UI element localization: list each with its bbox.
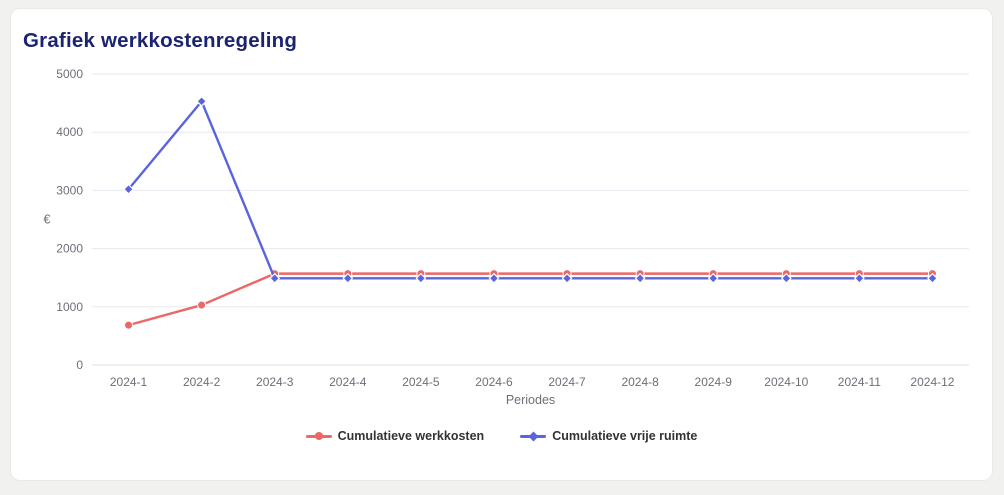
x-tick-label: 2024-1 <box>110 375 148 389</box>
x-tick-label: 2024-11 <box>838 375 881 389</box>
x-tick-label: 2024-4 <box>329 375 367 389</box>
data-point <box>634 272 646 284</box>
y-tick-label: 3000 <box>56 183 83 197</box>
data-point <box>124 320 134 330</box>
y-tick-label: 2000 <box>56 242 83 256</box>
chart-legend: Cumulatieve werkkosten Cumulatieve vrije… <box>11 429 992 443</box>
data-point <box>197 300 207 310</box>
data-point <box>780 272 792 284</box>
x-tick-label: 2024-6 <box>475 375 513 389</box>
red-circle-line-marker-icon <box>305 431 332 442</box>
y-axis-label: € <box>44 213 51 227</box>
page-title: Grafiek werkkostenregeling <box>23 29 298 52</box>
x-tick-label: 2024-7 <box>548 375 586 389</box>
data-point <box>488 272 500 284</box>
x-axis-label: Periodes <box>506 393 555 407</box>
chart-card: Grafiek werkkostenregeling 0 1000 2000 3000… <box>10 8 993 481</box>
x-tick-label: 2024-12 <box>910 375 954 389</box>
y-tick-label: 0 <box>76 358 83 372</box>
x-tick-label: 2024-9 <box>695 375 733 389</box>
data-point <box>269 272 281 284</box>
chart-canvas[interactable]: 0 1000 2000 3000 4000 5000 €2024-1 2024-2 2024-3… <box>11 9 994 482</box>
x-tick-label: 2024-10 <box>764 375 808 389</box>
x-tick-label: 2024-3 <box>256 375 294 389</box>
data-point <box>342 272 354 284</box>
data-point <box>415 272 427 284</box>
series-line <box>127 100 934 280</box>
data-point <box>707 272 719 284</box>
x-tick-label: 2024-2 <box>183 375 221 389</box>
y-tick-label: 4000 <box>56 125 83 139</box>
data-point <box>853 272 865 284</box>
legend-item-cumulatieve-werkkosten[interactable]: Cumulatieve werkkosten <box>305 429 485 443</box>
series-line <box>127 272 934 327</box>
data-point <box>927 272 938 284</box>
data-point <box>196 95 208 107</box>
data-point <box>561 272 573 284</box>
x-tick-label: 2024-8 <box>621 375 659 389</box>
blue-diamond-line-marker-icon <box>520 431 547 442</box>
legend-item-cumulatieve-vrije-ruimte[interactable]: Cumulatieve vrije ruimte <box>520 429 697 443</box>
legend-label: Cumulatieve vrije ruimte <box>552 429 698 443</box>
data-point <box>123 183 134 195</box>
y-tick-label: 1000 <box>56 300 83 314</box>
legend-label: Cumulatieve werkkosten <box>337 429 485 443</box>
x-tick-label: 2024-5 <box>402 375 440 389</box>
y-tick-label: 5000 <box>56 67 83 81</box>
